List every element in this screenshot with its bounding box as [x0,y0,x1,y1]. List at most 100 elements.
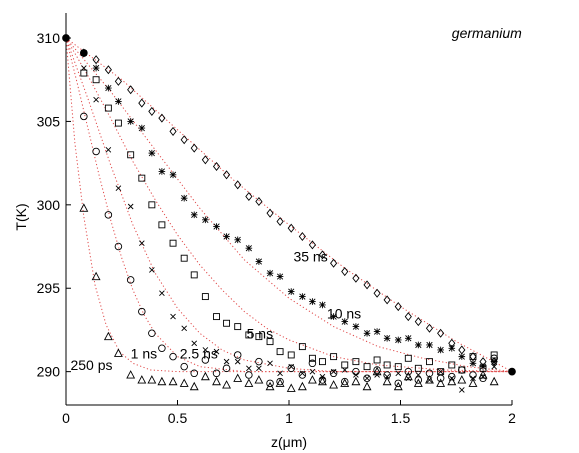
data-point-diamond-13 [222,170,231,180]
data-point-circle-11 [201,356,210,364]
data-point-x-2 [105,146,112,153]
data-point-x-29 [395,370,402,377]
data-point-star-30 [405,334,412,342]
x-tick-label-0: 0 [62,410,70,426]
data-point-square-32 [426,358,433,366]
curve-label-4: 2.5 ns [180,345,218,361]
data-point-star-20 [299,293,306,300]
data-point-diamond-11 [201,155,209,165]
data-point-star-24 [341,318,349,325]
curve-label-1: 35 ns [293,249,327,265]
data-point-circle-8 [169,352,177,361]
data-point-triangle-18 [275,378,285,387]
data-point-x-38 [491,363,497,370]
data-point-triangle-7 [157,376,167,386]
data-point-star-37 [479,363,487,370]
data-point-triangle-28 [382,376,392,386]
data-point-diamond-22 [318,250,327,260]
data-point-diamond-30 [404,312,412,322]
data-point-diamond-35 [458,345,466,355]
data-point-diamond-34 [448,338,456,348]
data-point-diamond-21 [308,240,316,250]
data-point-triangle-6 [147,375,157,384]
data-point-x-34 [448,375,455,382]
data-point-x-14 [234,358,241,365]
data-point-square-19 [287,351,295,359]
data-point-square-18 [276,348,284,356]
x-tick-label-2: 1 [285,410,293,426]
data-point-star-13 [223,233,230,240]
data-point-circle-14 [233,351,242,359]
data-point-circle-24 [341,377,349,386]
data-point-x-16 [256,365,262,372]
data-point-x-7 [159,290,165,297]
data-point-diamond-3 [114,76,122,86]
data-point-square-8 [169,239,177,247]
data-point-star-15 [245,244,253,252]
fit-curve-1 [65,37,512,373]
data-point-circle-12 [212,369,221,378]
data-point-circle-29 [394,379,403,388]
data-point-square-23 [330,353,338,361]
data-point-circle-1 [92,147,100,156]
data-point-triangle-33 [436,378,446,387]
data-point-triangle-12 [212,376,221,386]
data-point-triangle-22 [318,376,327,386]
data-point-x-27 [374,372,380,378]
data-point-circle-5 [138,307,146,316]
data-point-square-6 [148,201,156,209]
data-point-circle-20 [298,371,307,379]
endpoint-dot-1 [79,49,88,57]
data-point-square-36 [469,353,477,361]
data-point-square-29 [394,363,402,371]
fit-curve-5 [65,37,513,373]
data-point-diamond-28 [383,295,391,305]
data-point-x-25 [353,372,359,378]
data-point-diamond-27 [373,288,381,298]
data-point-circle-32 [425,369,434,378]
x-tick-label-1: 0.5 [168,410,188,426]
data-point-x-3 [115,185,122,191]
data-point-square-27 [373,356,381,364]
data-point-triangle-11 [200,371,210,381]
data-point-triangle-15 [244,378,254,387]
x-axis-label: z(μm) [271,434,307,450]
data-point-triangle-19 [286,383,296,392]
data-point-x-22 [319,373,326,380]
data-point-star-23 [330,313,337,320]
data-point-triangle-36 [468,378,478,387]
data-point-star-7 [158,168,166,175]
data-point-circle-4 [126,276,135,284]
data-point-diamond-10 [190,143,198,153]
data-point-diamond-6 [148,106,156,116]
data-point-square-14 [234,323,242,331]
data-point-x-36 [470,375,476,382]
data-point-circle-28 [383,371,391,379]
data-point-triangle-25 [351,376,361,386]
data-point-square-31 [414,364,422,372]
data-point-square-34 [448,361,456,369]
data-point-diamond-18 [276,216,284,227]
data-point-diamond-23 [330,258,338,268]
data-point-circle-31 [414,376,423,384]
y-tick-label-2: 300 [37,197,61,213]
data-point-square-11 [201,293,209,301]
data-point-diamond-37 [479,357,487,367]
data-point-diamond-4 [127,85,135,95]
data-point-diamond-2 [104,65,112,75]
y-tick-label-3: 305 [37,113,61,129]
data-point-circle-16 [255,357,263,366]
data-point-star-11 [202,216,209,224]
data-point-star-32 [426,341,433,349]
data-point-circle-23 [329,369,338,378]
y-tick-label-4: 310 [37,30,61,46]
data-point-star-16 [255,258,263,265]
data-point-circle-3 [114,242,123,251]
data-point-star-4 [127,118,134,125]
data-point-triangle-35 [457,375,467,384]
data-point-triangle-23 [329,380,339,389]
x-tick-label-4: 2 [508,410,516,426]
data-point-square-26 [363,363,371,371]
data-point-diamond-7 [158,113,166,123]
data-point-diamond-9 [180,135,188,145]
